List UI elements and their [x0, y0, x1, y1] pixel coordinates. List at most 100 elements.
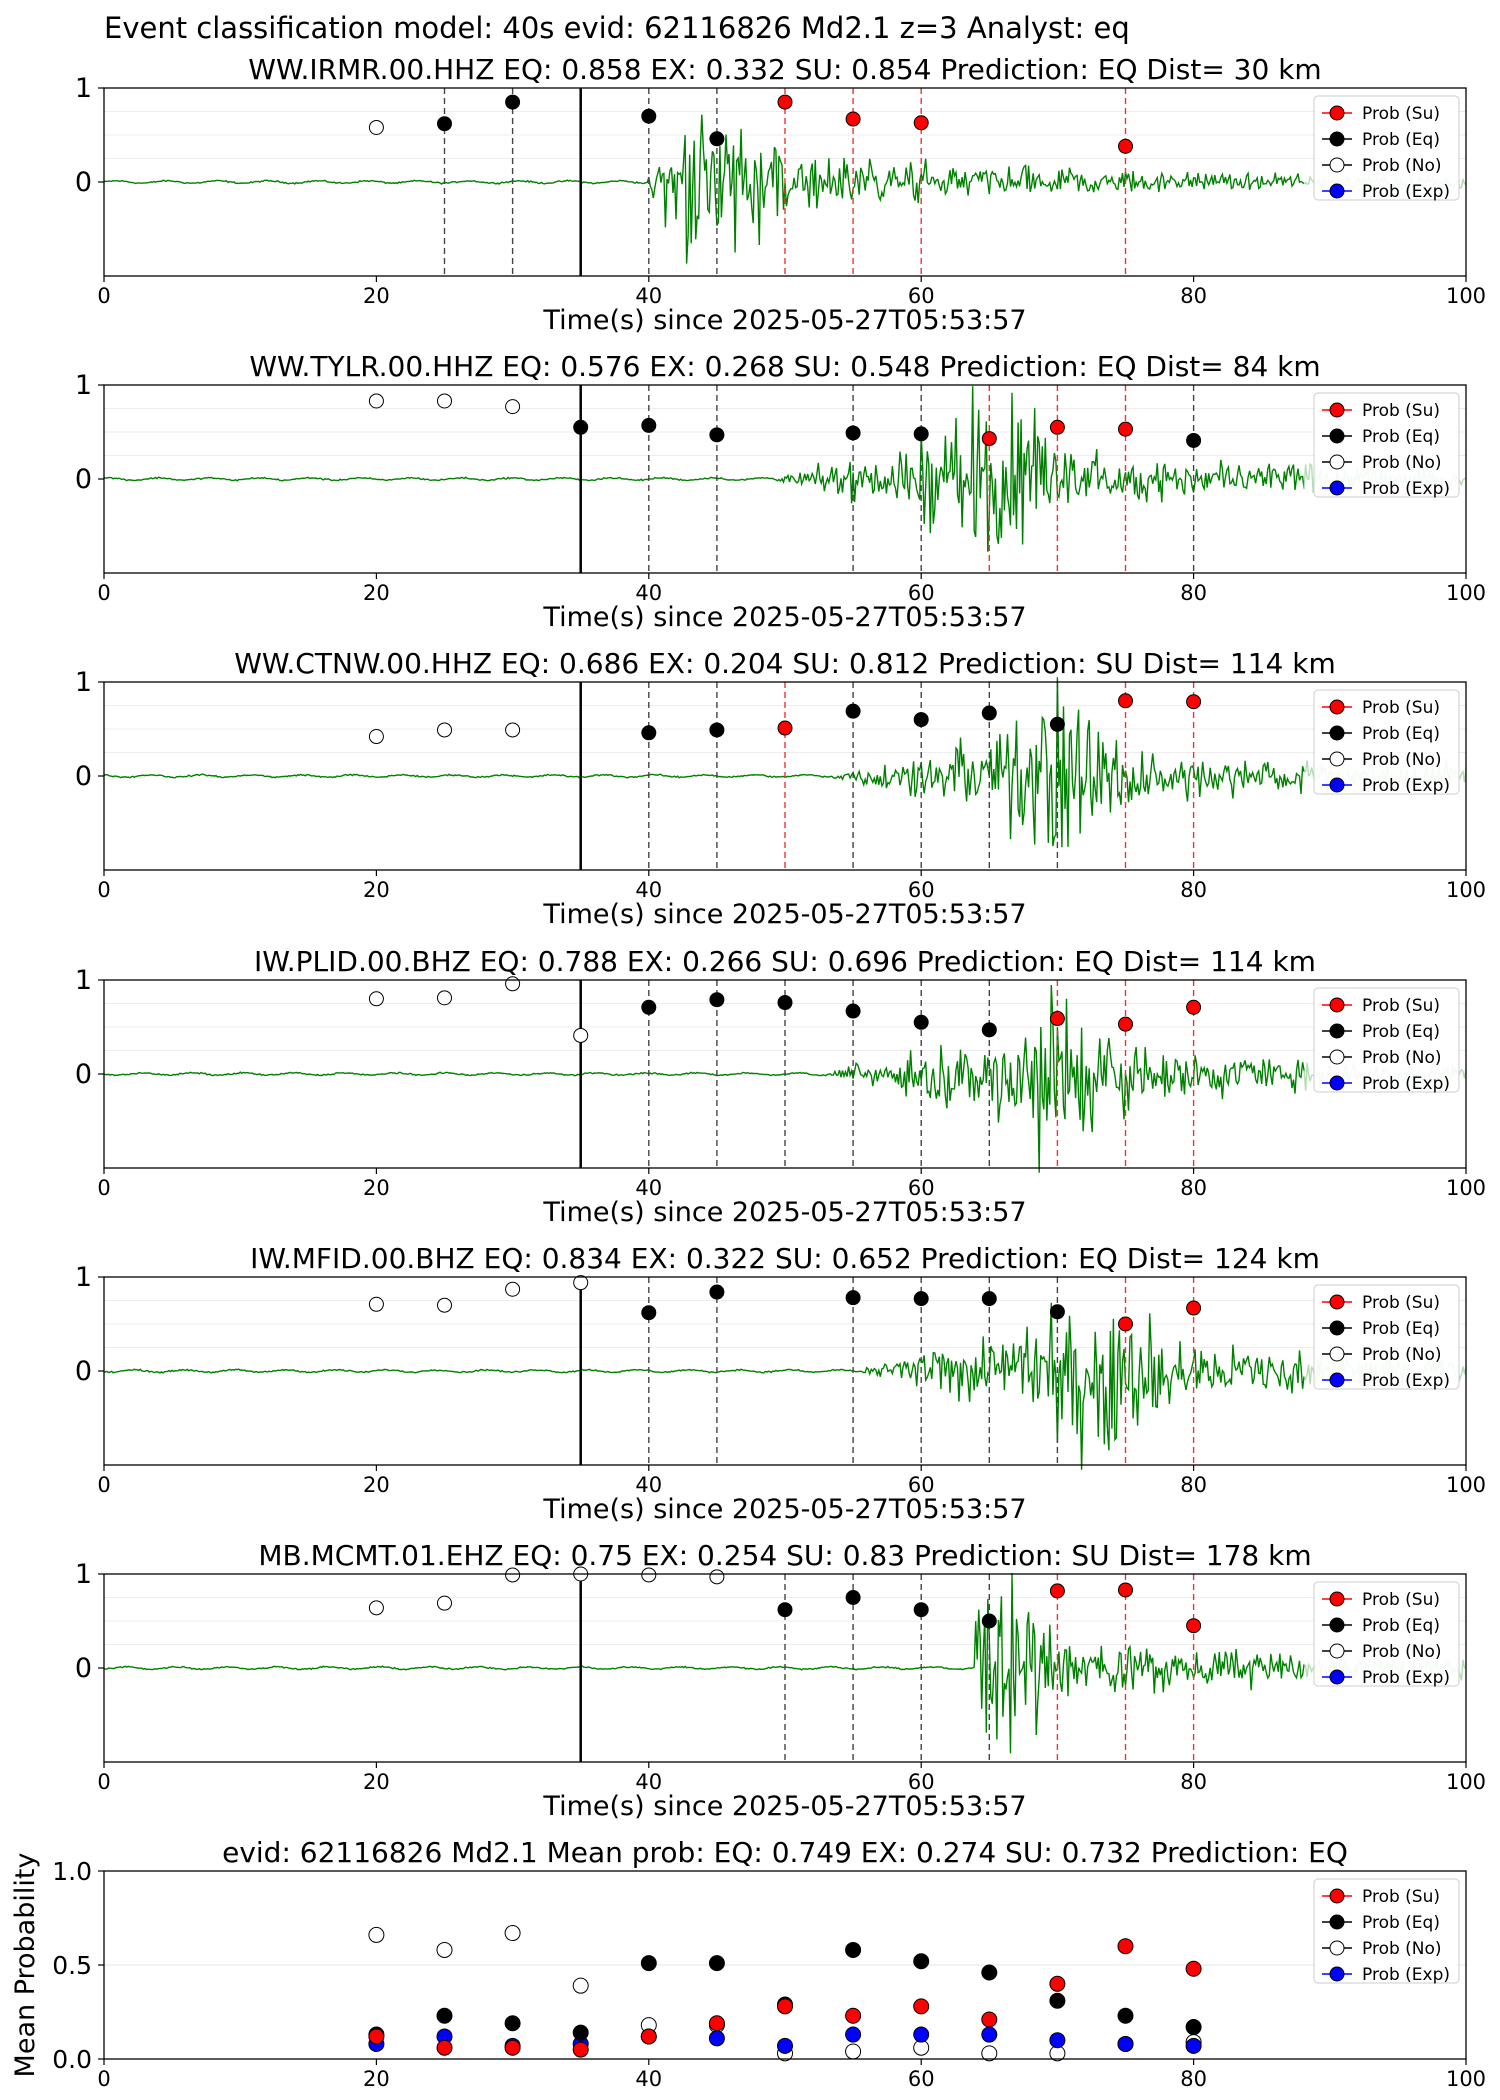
x-tick-label: 80 [1180, 1473, 1207, 1497]
x-axis-label: Time(s) since 2025-05-27T05:53:57 [542, 1197, 1026, 1228]
legend-label: Prob (No) [1362, 453, 1442, 473]
point-eq [845, 703, 861, 719]
legend-marker [1329, 183, 1345, 199]
legend-marker [1329, 157, 1345, 173]
legend-marker [1329, 428, 1345, 444]
x-tick-label: 60 [908, 1770, 935, 1794]
point-exp [981, 2026, 998, 2043]
point-eq [981, 1022, 997, 1038]
point-no [368, 729, 384, 745]
y-tick-label: 0 [75, 1653, 92, 1684]
point-su [777, 720, 793, 736]
legend-box [1313, 1581, 1460, 1687]
point-eq [981, 705, 997, 721]
x-tick-label: 60 [908, 1473, 935, 1497]
point-eq [845, 1941, 862, 1958]
point-eq [1186, 432, 1202, 448]
legend-box [1313, 1878, 1460, 1984]
point-eq [709, 131, 725, 147]
point-eq [709, 992, 725, 1008]
x-tick-label: 0 [97, 284, 110, 308]
x-axis-label: Time(s) since 2025-05-27T05:53:57 [542, 1494, 1026, 1525]
x-tick-label: 20 [363, 284, 390, 308]
x-tick-label: 80 [1180, 581, 1207, 605]
panel-4: IW.PLID.00.BHZ EQ: 0.788 EX: 0.266 SU: 0… [75, 945, 1486, 1228]
legend-label: Prob (Exp) [1362, 1668, 1450, 1688]
x-axis-label: Time(s) since 2025-05-27T05:53:57 [542, 305, 1026, 336]
point-eq [640, 1955, 657, 1972]
legend-label: Prob (Su) [1362, 104, 1440, 124]
point-eq [913, 1602, 929, 1618]
legend-marker [1329, 725, 1345, 741]
point-su [504, 2039, 521, 2056]
panel-title: WW.IRMR.00.HHZ EQ: 0.858 EX: 0.332 SU: 0… [248, 53, 1321, 86]
x-tick-label: 100 [1446, 1473, 1486, 1497]
point-su [708, 2015, 725, 2032]
panel-7: evid: 62116826 Md2.1 Mean prob: EQ: 0.74… [10, 1836, 1486, 2091]
point-eq [641, 725, 657, 741]
seismic-trace [103, 677, 1305, 848]
point-su [1117, 1938, 1134, 1955]
x-tick-label: 20 [363, 581, 390, 605]
point-no [436, 1941, 453, 1958]
point-no [368, 119, 384, 135]
legend-marker [1329, 699, 1345, 715]
legend-marker [1329, 454, 1345, 470]
point-no [437, 990, 452, 1006]
y-tick-label: 0.0 [52, 2045, 92, 2074]
x-tick-label: 80 [1180, 2067, 1207, 2091]
y-tick-label: 1 [75, 965, 92, 996]
legend-marker [1329, 777, 1345, 793]
point-eq [709, 427, 725, 443]
seismic-trace [103, 1572, 1305, 1754]
point-no [641, 1567, 657, 1583]
legend-label: Prob (Eq) [1362, 130, 1440, 150]
legend-label: Prob (Exp) [1362, 182, 1450, 202]
legend-label: Prob (No) [1362, 1345, 1442, 1365]
panel-title: WW.CTNW.00.HHZ EQ: 0.686 EX: 0.204 SU: 0… [234, 647, 1336, 680]
x-tick-label: 40 [635, 581, 662, 605]
point-no [368, 1296, 384, 1312]
legend-label: Prob (Exp) [1362, 776, 1450, 796]
legend-marker [1329, 1049, 1345, 1065]
legend-marker [1329, 480, 1345, 496]
point-no [845, 2043, 862, 2060]
point-su [1049, 419, 1065, 435]
legend-marker [1329, 1888, 1345, 1904]
point-no [368, 1600, 384, 1616]
point-su [368, 2028, 385, 2045]
x-tick-label: 40 [635, 1473, 662, 1497]
legend-marker [1329, 1346, 1345, 1362]
x-tick-label: 20 [363, 878, 390, 902]
point-eq [1049, 1304, 1065, 1320]
seismic-trace [103, 386, 1305, 552]
legend-box [1313, 95, 1460, 201]
point-eq [709, 722, 725, 738]
y-tick-label: 0 [75, 167, 92, 198]
x-tick-label: 100 [1446, 581, 1486, 605]
panel-title: evid: 62116826 Md2.1 Mean prob: EQ: 0.74… [222, 1836, 1348, 1869]
point-no [572, 1977, 589, 1994]
point-eq [1049, 716, 1065, 732]
point-su [1049, 1975, 1066, 1992]
point-eq [505, 94, 521, 110]
point-su [1118, 421, 1133, 437]
x-tick-label: 0 [97, 878, 110, 902]
legend-label: Prob (Eq) [1362, 724, 1440, 744]
legend-marker [1329, 1914, 1345, 1930]
point-no [368, 393, 384, 409]
seismic-trace [103, 114, 1305, 264]
y-axis-label: Mean Probability [10, 1853, 41, 2078]
point-su [1118, 693, 1133, 709]
legend-box [1313, 987, 1460, 1093]
x-tick-label: 0 [97, 1176, 110, 1200]
point-no [505, 1281, 521, 1297]
point-no [505, 976, 521, 992]
panel-3: WW.CTNW.00.HHZ EQ: 0.686 EX: 0.204 SU: 0… [75, 647, 1486, 930]
legend-label: Prob (Exp) [1362, 1965, 1450, 1985]
point-su [1118, 1582, 1133, 1598]
legend-label: Prob (Su) [1362, 1293, 1440, 1313]
y-tick-label: 0 [75, 1059, 92, 1090]
point-eq [709, 1284, 725, 1300]
legend-box [1313, 1284, 1460, 1390]
